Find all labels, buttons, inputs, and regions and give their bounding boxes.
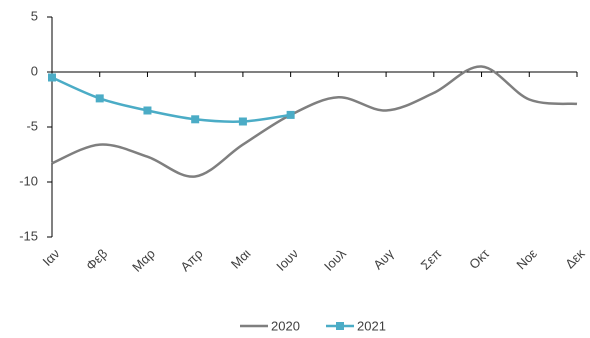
x-tick-label: Μαρ: [129, 246, 158, 275]
x-tick-label: Φεβ: [83, 246, 110, 273]
series-line: [51, 76, 291, 123]
legend-label: 2021: [357, 318, 386, 333]
marker: [238, 117, 247, 126]
y-tick-label: -10: [19, 173, 38, 188]
x-tick-label: Οκτ: [466, 245, 493, 272]
x-tick-label: Ιουν: [273, 246, 301, 274]
marker: [48, 73, 56, 82]
marker: [143, 106, 152, 115]
x-tick-label: Ιουλ: [321, 246, 349, 274]
y-tick-label: 5: [31, 8, 38, 23]
y-tick-label: -15: [19, 228, 38, 243]
x-tick-label: Απρ: [177, 246, 205, 274]
legend-label: 2020: [271, 318, 300, 333]
x-tick-label: Σεπ: [418, 246, 445, 273]
marker: [191, 115, 200, 124]
y-tick-label: -5: [26, 118, 38, 133]
y-tick-label: 0: [31, 63, 38, 78]
x-tick-label: Ιαν: [39, 246, 62, 269]
marker: [286, 110, 295, 119]
x-tick-label: Μαι: [228, 246, 254, 272]
marker: [95, 94, 104, 103]
x-tick-label: Αυγ: [370, 246, 397, 273]
legend-marker: [336, 322, 344, 330]
x-tick-label: Νοε: [513, 246, 540, 273]
x-tick-label: Δεκ: [562, 246, 588, 272]
series-line: [51, 65, 578, 178]
